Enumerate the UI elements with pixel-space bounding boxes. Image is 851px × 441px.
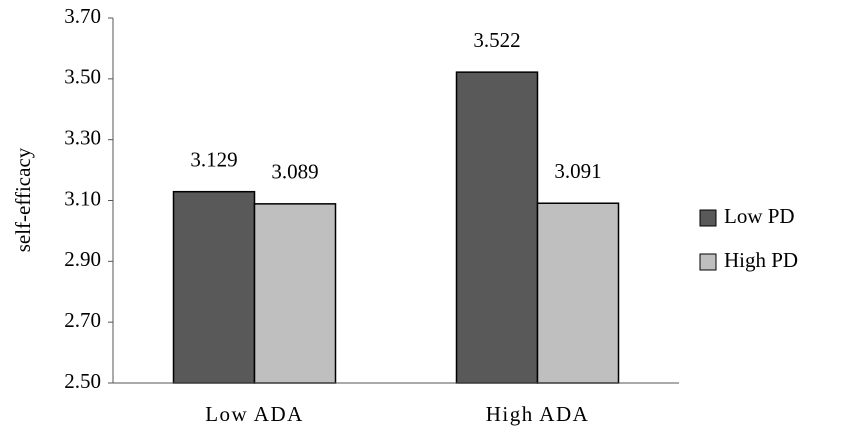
legend-label: High PD: [724, 248, 798, 272]
legend-swatch: [699, 253, 717, 271]
y-tick-label: 2.70: [64, 308, 101, 332]
bar: [253, 203, 337, 384]
y-tick-label: 3.10: [64, 186, 101, 210]
y-tick-label: 3.30: [64, 125, 101, 149]
y-tick-label: 2.50: [64, 369, 101, 393]
data-label: 3.129: [190, 147, 237, 171]
y-tick-label: 2.90: [64, 247, 101, 271]
x-tick-label: Low ADA: [205, 402, 304, 426]
bar: [536, 202, 620, 384]
data-label: 3.091: [554, 159, 601, 183]
data-label: 3.089: [271, 160, 318, 184]
legend-label: Low PD: [724, 204, 795, 228]
x-tick-label: High ADA: [486, 402, 590, 426]
y-tick-label: 3.50: [64, 65, 101, 89]
bar: [172, 190, 256, 384]
y-tick-label: 3.70: [64, 4, 101, 28]
legend-swatch: [699, 209, 717, 227]
bar: [455, 71, 539, 384]
data-label: 3.522: [473, 28, 520, 52]
y-axis-label: self-efficacy: [11, 147, 35, 252]
